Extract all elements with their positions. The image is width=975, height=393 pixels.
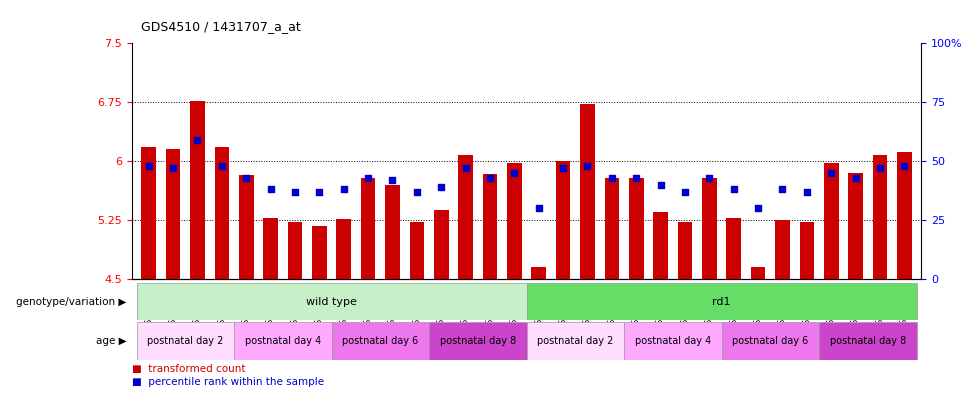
Point xyxy=(873,165,888,171)
Point xyxy=(579,163,595,169)
Bar xyxy=(361,178,375,279)
Bar xyxy=(507,163,522,279)
Bar xyxy=(263,218,278,279)
Text: ■  percentile rank within the sample: ■ percentile rank within the sample xyxy=(132,377,324,387)
Point xyxy=(140,163,156,169)
Bar xyxy=(141,147,156,279)
Text: rd1: rd1 xyxy=(713,297,730,307)
Point xyxy=(312,189,328,195)
Bar xyxy=(336,219,351,279)
Point xyxy=(702,174,718,181)
Point xyxy=(287,189,302,195)
Point xyxy=(628,174,644,181)
Bar xyxy=(239,175,254,279)
Bar xyxy=(580,104,595,279)
Point xyxy=(434,184,449,190)
Point xyxy=(604,174,620,181)
Bar xyxy=(722,322,819,360)
Text: GDS4510 / 1431707_a_at: GDS4510 / 1431707_a_at xyxy=(141,20,301,33)
Bar xyxy=(604,178,619,279)
Bar xyxy=(483,174,497,279)
Text: ■  transformed count: ■ transformed count xyxy=(132,364,245,374)
Text: postnatal day 4: postnatal day 4 xyxy=(245,336,321,346)
Bar xyxy=(819,322,916,360)
Point xyxy=(458,165,474,171)
Point xyxy=(800,189,815,195)
Bar xyxy=(458,155,473,279)
Bar xyxy=(288,222,302,279)
Text: postnatal day 6: postnatal day 6 xyxy=(732,336,808,346)
Point xyxy=(751,205,766,211)
Bar xyxy=(848,173,863,279)
Point xyxy=(214,163,230,169)
Bar xyxy=(312,226,327,279)
Bar xyxy=(385,185,400,279)
Bar xyxy=(332,322,429,360)
Point xyxy=(263,186,279,193)
Bar xyxy=(531,267,546,279)
Point xyxy=(678,189,693,195)
Bar xyxy=(526,322,624,360)
Text: postnatal day 8: postnatal day 8 xyxy=(440,336,516,346)
Bar xyxy=(897,152,912,279)
Bar xyxy=(136,322,234,360)
Text: postnatal day 2: postnatal day 2 xyxy=(537,336,613,346)
Point xyxy=(530,205,546,211)
Point xyxy=(384,177,401,183)
Point xyxy=(775,186,791,193)
Bar xyxy=(775,220,790,279)
Text: age ▶: age ▶ xyxy=(97,336,127,346)
Bar xyxy=(726,218,741,279)
Text: postnatal day 4: postnatal day 4 xyxy=(635,336,711,346)
Bar xyxy=(873,155,887,279)
Text: postnatal day 2: postnatal day 2 xyxy=(147,336,223,346)
Point xyxy=(335,186,351,193)
Bar xyxy=(751,267,765,279)
Bar xyxy=(234,322,332,360)
Bar xyxy=(526,283,916,320)
Point xyxy=(726,186,742,193)
Text: postnatal day 8: postnatal day 8 xyxy=(830,336,906,346)
Bar xyxy=(629,178,644,279)
Point xyxy=(653,182,669,188)
Bar xyxy=(653,212,668,279)
Point xyxy=(483,174,498,181)
Text: wild type: wild type xyxy=(306,297,357,307)
Point xyxy=(361,174,376,181)
Bar xyxy=(824,163,838,279)
Bar xyxy=(410,222,424,279)
Point xyxy=(410,189,425,195)
Bar xyxy=(678,222,692,279)
Point xyxy=(556,165,571,171)
Text: postnatal day 6: postnatal day 6 xyxy=(342,336,418,346)
Point xyxy=(897,163,913,169)
Point xyxy=(507,170,523,176)
Point xyxy=(165,165,181,171)
Text: genotype/variation ▶: genotype/variation ▶ xyxy=(17,297,127,307)
Bar xyxy=(190,101,205,279)
Bar xyxy=(556,161,570,279)
Point xyxy=(238,174,254,181)
Bar xyxy=(702,178,717,279)
Bar xyxy=(624,322,722,360)
Point xyxy=(189,137,206,143)
Bar xyxy=(136,283,526,320)
Bar xyxy=(434,210,448,279)
Bar xyxy=(214,147,229,279)
Bar xyxy=(800,222,814,279)
Bar xyxy=(429,322,526,360)
Point xyxy=(848,174,864,181)
Point xyxy=(824,170,839,176)
Bar xyxy=(166,149,180,279)
